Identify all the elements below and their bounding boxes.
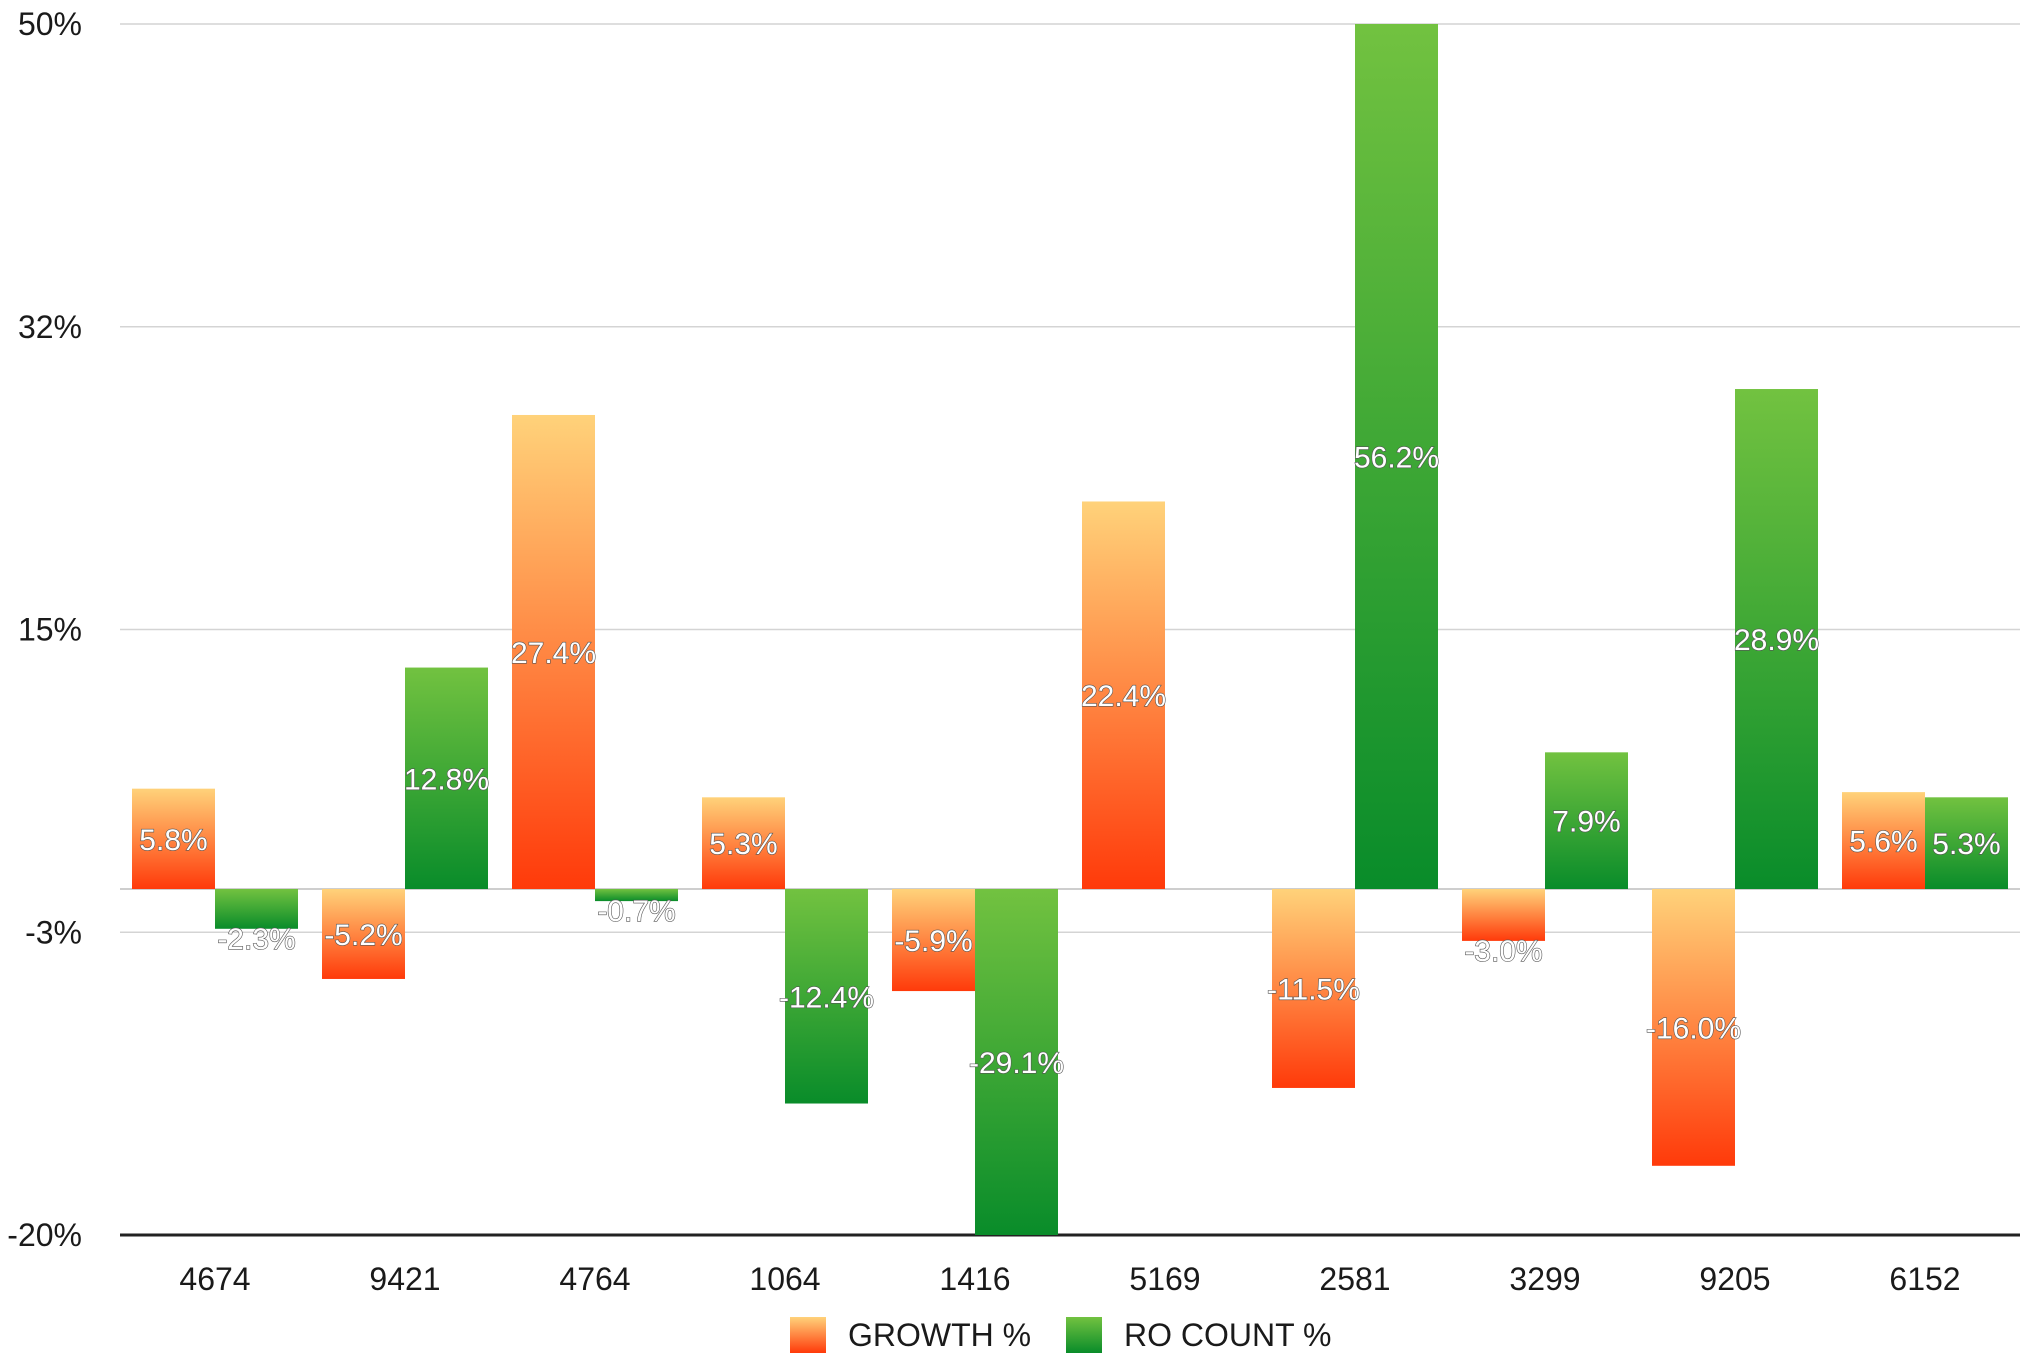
growth-bar (1082, 501, 1165, 889)
data-label: -16.0% (1646, 1012, 1741, 1045)
y-tick-label: -20% (7, 1217, 82, 1253)
ro-count-bar (1735, 389, 1818, 889)
legend-growth-swatch (790, 1317, 826, 1353)
y-tick-label: -3% (25, 914, 82, 950)
data-label: 27.4% (511, 637, 596, 670)
x-tick-label: 9421 (369, 1261, 440, 1297)
x-tick-label: 9205 (1699, 1261, 1770, 1297)
data-label: 7.9% (1552, 806, 1620, 839)
ro-count-bar (1545, 752, 1628, 889)
ro-count-bar (1925, 797, 2008, 889)
y-tick-label: 50% (18, 6, 82, 42)
growth-bar (1652, 889, 1735, 1166)
ro-count-bar (975, 889, 1058, 1235)
growth-bar (322, 889, 405, 979)
y-tick-label: 15% (18, 612, 82, 648)
growth-bar (132, 788, 215, 889)
legend-ro-count-swatch (1066, 1317, 1102, 1353)
growth-bar (1272, 889, 1355, 1088)
data-label: -5.9% (894, 925, 972, 958)
data-label: -0.7% (597, 895, 675, 928)
ro-count-bar (785, 889, 868, 1104)
data-label: 12.8% (404, 763, 489, 796)
x-tick-label: 6152 (1889, 1261, 1960, 1297)
data-label: -12.4% (779, 981, 874, 1014)
ro-count-bar (595, 889, 678, 902)
x-tick-label: 4674 (179, 1261, 250, 1297)
y-axis-ticks: 50% 32% 15% -3% -20% (7, 6, 82, 1253)
data-label: -29.1% (969, 1047, 1064, 1080)
data-label: -5.2% (324, 919, 402, 952)
ro-count-bar (1355, 24, 1438, 889)
growth-bar (892, 889, 975, 992)
growth-bar (512, 414, 595, 889)
x-tick-label: 1064 (749, 1261, 820, 1297)
data-label: 5.8% (139, 824, 207, 857)
legend-label: RO COUNT % (1124, 1317, 1331, 1353)
data-label: 56.2% (1354, 442, 1439, 475)
data-label: -11.5% (1267, 973, 1360, 1006)
x-tick-label: 4764 (559, 1261, 630, 1297)
y-tick-label: 32% (18, 309, 82, 345)
data-label: -3.0% (1464, 935, 1542, 968)
x-tick-label: 1416 (939, 1261, 1010, 1297)
x-tick-label: 5169 (1129, 1261, 1200, 1297)
ro-count-bar (405, 667, 488, 889)
legend-label: GROWTH % (848, 1317, 1031, 1353)
data-label: 28.9% (1734, 624, 1819, 657)
ro-count-bar (215, 889, 298, 929)
legend: GROWTH % RO COUNT % (790, 1317, 1331, 1353)
data-label: 5.3% (709, 828, 777, 861)
bars (132, 24, 2008, 1235)
growth-bar (1842, 792, 1925, 889)
x-axis: 4674 9421 4764 1064 1416 5169 2581 3299 9205 6152 (179, 1261, 1960, 1297)
x-tick-label: 3299 (1509, 1261, 1580, 1297)
data-label: -2.3% (217, 923, 295, 956)
growth-bar (1462, 889, 1545, 941)
x-tick-label: 2581 (1319, 1261, 1390, 1297)
data-label: 5.6% (1849, 826, 1917, 859)
growth-bar (702, 797, 785, 889)
data-label: 5.3% (1932, 828, 2000, 861)
data-label: 22.4% (1081, 680, 1166, 713)
data-labels: 5.8%-2.3% -5.2%12.8%27.4%-0.7%5.3%-12.4%-… (139, 441, 2002, 1081)
